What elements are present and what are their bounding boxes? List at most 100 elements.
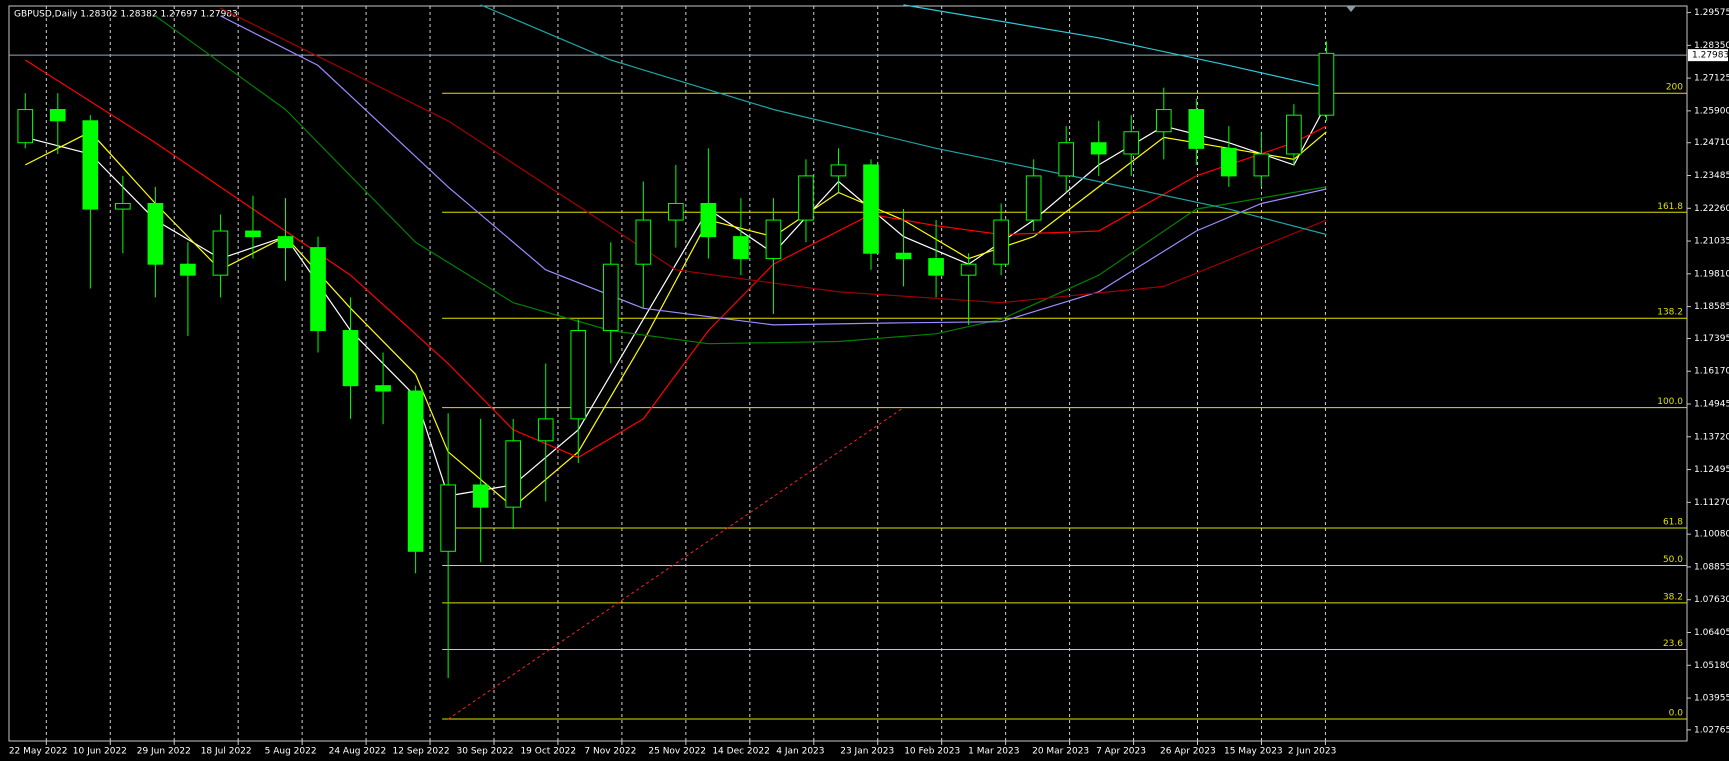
y-tick-label: 1.18585 [1694, 302, 1729, 312]
shift-marker [1346, 6, 1356, 12]
y-tick-label: 1.28350 [1694, 41, 1729, 51]
y-tick-label: 1.21035 [1694, 237, 1729, 247]
x-tick-label: 7 Apr 2023 [1096, 747, 1146, 757]
y-tick-label: 1.13720 [1694, 432, 1729, 442]
x-tick-label: 29 Jun 2022 [137, 747, 191, 757]
fibo-label: 38.2 [1663, 592, 1683, 602]
candle-body [245, 230, 261, 238]
fibo-label: 0.0 [1669, 709, 1684, 719]
candle-body [505, 440, 522, 508]
y-tick-label: 1.11270 [1694, 498, 1729, 508]
candle-body [668, 202, 684, 221]
candle-body [375, 385, 391, 392]
x-tick-label: 19 Oct 2022 [520, 747, 576, 757]
fibo-label: 138.2 [1657, 308, 1683, 318]
candle-body [342, 330, 359, 387]
y-tick-label: 1.05180 [1694, 661, 1729, 671]
y-tick-label: 1.03955 [1694, 694, 1729, 704]
y-tick-label: 1.06405 [1694, 628, 1729, 638]
candle-body [1025, 175, 1042, 221]
x-tick-label: 7 Nov 2022 [584, 747, 636, 757]
candle-body [82, 120, 99, 210]
x-tick-label: 5 Aug 2022 [265, 747, 317, 757]
candle-body [1058, 142, 1075, 177]
candle-body [1318, 52, 1335, 116]
y-tick-label: 1.24710 [1694, 138, 1729, 148]
trendline [447, 407, 904, 720]
x-tick-label: 4 Jan 2023 [776, 747, 824, 757]
y-tick-label: 1.29575 [1694, 8, 1729, 18]
y-tick-label: 1.16170 [1694, 367, 1729, 377]
moving-average [155, 15, 1327, 345]
candle-body [1221, 147, 1237, 177]
fibo-label: 50.0 [1663, 555, 1683, 565]
candle-body [1253, 153, 1270, 177]
x-tick-label: 22 May 2022 [9, 747, 68, 757]
y-tick-label: 1.02765 [1694, 725, 1729, 735]
y-tick-label: 1.27125 [1694, 74, 1729, 84]
x-tick-label: 20 Mar 2023 [1032, 747, 1089, 757]
fibo-label: 61.8 [1663, 518, 1683, 528]
x-tick-label: 30 Sep 2022 [457, 747, 514, 757]
candle-body [147, 202, 164, 265]
candle-body [17, 109, 34, 144]
y-tick-label: 1.23485 [1694, 171, 1729, 181]
candle-body [115, 202, 131, 210]
y-tick-label: 1.22260 [1694, 204, 1729, 214]
x-tick-label: 15 May 2023 [1224, 747, 1283, 757]
candle-body [277, 236, 294, 249]
y-tick-label: 1.08855 [1694, 562, 1729, 572]
x-tick-label: 10 Feb 2023 [904, 747, 960, 757]
x-tick-label: 2 Jun 2023 [1288, 747, 1336, 757]
fibo-label: 23.6 [1663, 639, 1683, 649]
candle-body [733, 236, 749, 260]
x-tick-label: 24 Aug 2022 [329, 747, 387, 757]
x-tick-label: 23 Jan 2023 [840, 747, 894, 757]
candle-body [1123, 131, 1140, 155]
price-label: 1.27983 [1692, 51, 1729, 61]
moving-average [903, 4, 1327, 89]
candle-body [602, 263, 619, 332]
y-tick-label: 1.14945 [1694, 400, 1729, 410]
plot-frame [8, 5, 1688, 742]
x-tick-label: 12 Sep 2022 [393, 747, 450, 757]
x-tick-label: 18 Jul 2022 [201, 747, 252, 757]
fibo-label: 100.0 [1657, 397, 1683, 407]
candle-body [830, 164, 847, 177]
candle-body [1286, 114, 1302, 155]
candle-body [440, 484, 456, 552]
x-tick-label: 1 Mar 2023 [968, 747, 1019, 757]
candle-body [537, 418, 554, 442]
fibo-label: 161.8 [1657, 202, 1683, 212]
chart-title: GBPUSD,Daily 1.28302 1.28382 1.27697 1.2… [14, 10, 238, 20]
x-tick-label: 26 Apr 2023 [1160, 747, 1216, 757]
candle-body [472, 484, 489, 508]
candle-body [407, 390, 424, 552]
candle-body [895, 252, 912, 260]
moving-average [220, 15, 1327, 326]
candle-body [1188, 109, 1205, 149]
candle-body [635, 219, 652, 265]
moving-average [220, 7, 1327, 304]
y-tick-label: 1.07630 [1694, 595, 1729, 605]
y-tick-label: 1.25900 [1694, 106, 1729, 116]
candle-body [1090, 142, 1107, 155]
price-label-box [1688, 49, 1728, 62]
candle-body [310, 247, 326, 332]
candle-body [570, 330, 587, 420]
y-tick-label: 1.10080 [1694, 530, 1729, 540]
candle-body [49, 109, 66, 122]
y-tick-label: 1.12495 [1694, 465, 1729, 475]
fibo-label: 200 [1666, 83, 1683, 93]
y-tick-label: 1.17395 [1694, 334, 1729, 344]
y-tick-label: 1.19810 [1694, 269, 1729, 279]
x-tick-label: 14 Dec 2022 [712, 747, 770, 757]
candle-body [1155, 109, 1172, 133]
x-tick-label: 25 Nov 2022 [648, 747, 706, 757]
candle-body [993, 219, 1009, 265]
candle-body [765, 219, 782, 260]
candle-body [960, 263, 977, 276]
